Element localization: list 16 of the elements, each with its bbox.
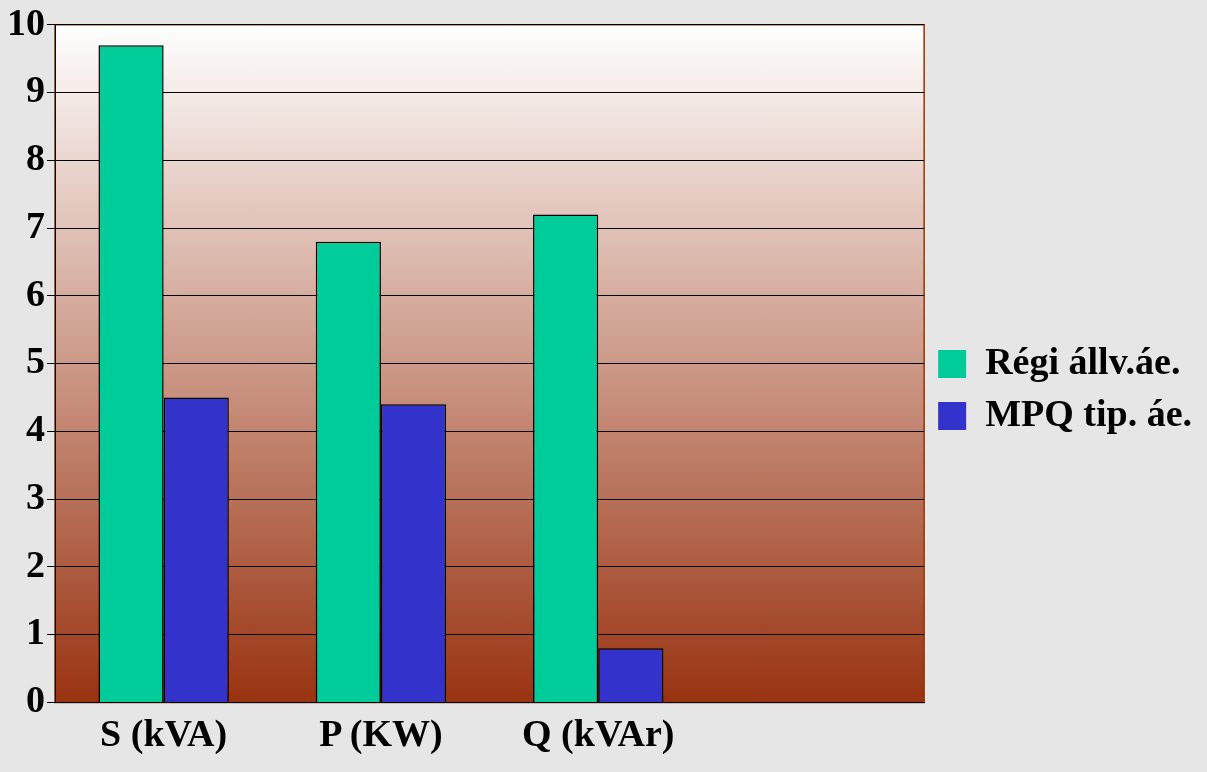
x-tick-label: Q (kVAr) bbox=[522, 712, 675, 756]
y-tick-label: 9 bbox=[26, 68, 45, 111]
legend-label: MPQ tip. áe. bbox=[985, 391, 1193, 434]
y-tick-label: 3 bbox=[26, 474, 45, 517]
y-tick-label: 2 bbox=[26, 542, 45, 585]
y-tick-label: 10 bbox=[7, 0, 45, 43]
y-tick-label: 7 bbox=[26, 203, 45, 246]
x-tick-label: S (kVA) bbox=[100, 712, 228, 756]
y-tick-label: 6 bbox=[26, 271, 45, 314]
y-tick-label: 0 bbox=[26, 678, 45, 721]
x-tick-label: P (KW) bbox=[319, 712, 443, 756]
y-tick-label: 4 bbox=[26, 407, 45, 450]
y-tick-label: 8 bbox=[26, 136, 45, 179]
y-tick-label: 5 bbox=[26, 339, 45, 382]
y-tick-label: 1 bbox=[26, 610, 45, 653]
legend-label: Régi állv.áe. bbox=[985, 339, 1181, 382]
